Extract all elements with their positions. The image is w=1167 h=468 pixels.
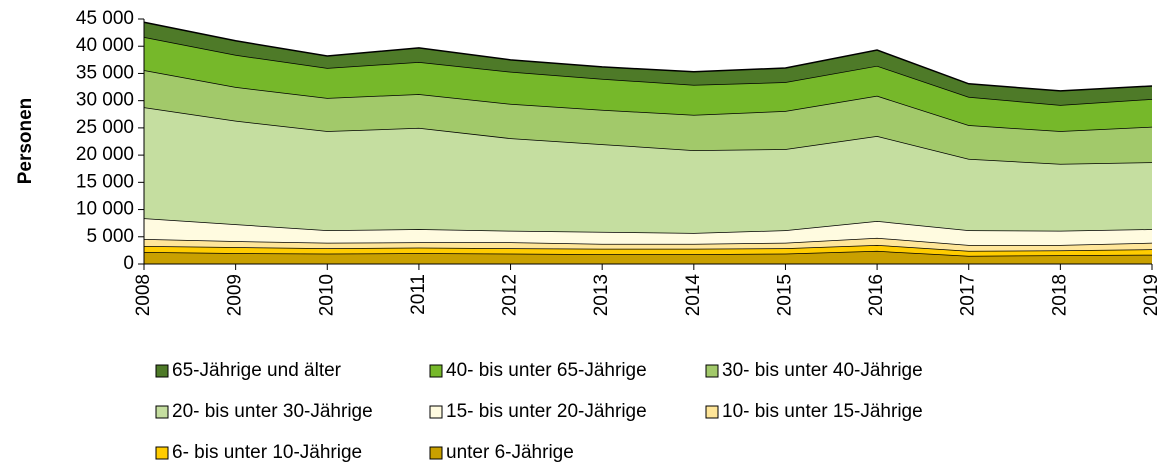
area <box>144 70 1152 164</box>
legend-swatch <box>155 446 169 460</box>
area <box>144 36 1152 132</box>
legend-label: 30- bis unter 40-Jährige <box>722 360 923 381</box>
legend-swatch <box>429 405 443 419</box>
area <box>144 250 1152 264</box>
y-tick-label: 30 000 <box>76 90 134 111</box>
area-edge <box>143 21 1153 92</box>
x-tick-label: 2017 <box>958 274 979 316</box>
x-tick-label: 2013 <box>591 274 612 316</box>
x-tick-label: 2009 <box>225 274 246 316</box>
legend-label: unter 6-Jährige <box>446 442 574 463</box>
x-tick-label: 2014 <box>683 274 704 317</box>
y-tick-label: 45 000 <box>76 8 134 29</box>
legend-swatch <box>429 364 443 378</box>
legend-label: 40- bis unter 65-Jährige <box>446 360 647 381</box>
x-tick-label: 2012 <box>500 274 521 316</box>
area <box>144 218 1152 245</box>
y-tick-label: 15 000 <box>76 171 134 192</box>
legend-label: 15- bis unter 20-Jährige <box>446 401 647 422</box>
y-axis-label: Personen <box>15 98 36 185</box>
legend-swatch <box>429 446 443 460</box>
area <box>144 107 1152 233</box>
legend-swatch <box>705 405 719 419</box>
y-tick-label: 40 000 <box>76 35 134 56</box>
legend-swatch <box>155 405 169 419</box>
legend-label: 20- bis unter 30-Jährige <box>172 401 373 422</box>
x-tick-label: 2018 <box>1049 274 1070 316</box>
x-tick-label: 2008 <box>133 274 154 316</box>
legend-swatch <box>155 364 169 378</box>
y-tick-label: 5 000 <box>86 226 134 247</box>
y-tick-label: 25 000 <box>76 117 134 138</box>
y-tick-label: 0 <box>123 253 134 274</box>
y-tick-label: 20 000 <box>76 144 134 165</box>
area <box>144 22 1152 106</box>
y-tick-label: 10 000 <box>76 199 134 220</box>
legend-label: 65-Jährige und älter <box>172 360 342 381</box>
x-tick-label: 2010 <box>316 274 337 316</box>
legend-label: 10- bis unter 15-Jährige <box>722 401 923 422</box>
x-tick-label: 2019 <box>1141 274 1162 316</box>
x-tick-label: 2011 <box>408 274 429 315</box>
legend-label: 6- bis unter 10-Jährige <box>172 442 362 463</box>
y-tick-label: 35 000 <box>76 62 134 83</box>
x-tick-label: 2016 <box>866 274 887 316</box>
x-tick-label: 2015 <box>774 274 795 316</box>
area <box>144 244 1152 256</box>
legend-swatch <box>705 364 719 378</box>
